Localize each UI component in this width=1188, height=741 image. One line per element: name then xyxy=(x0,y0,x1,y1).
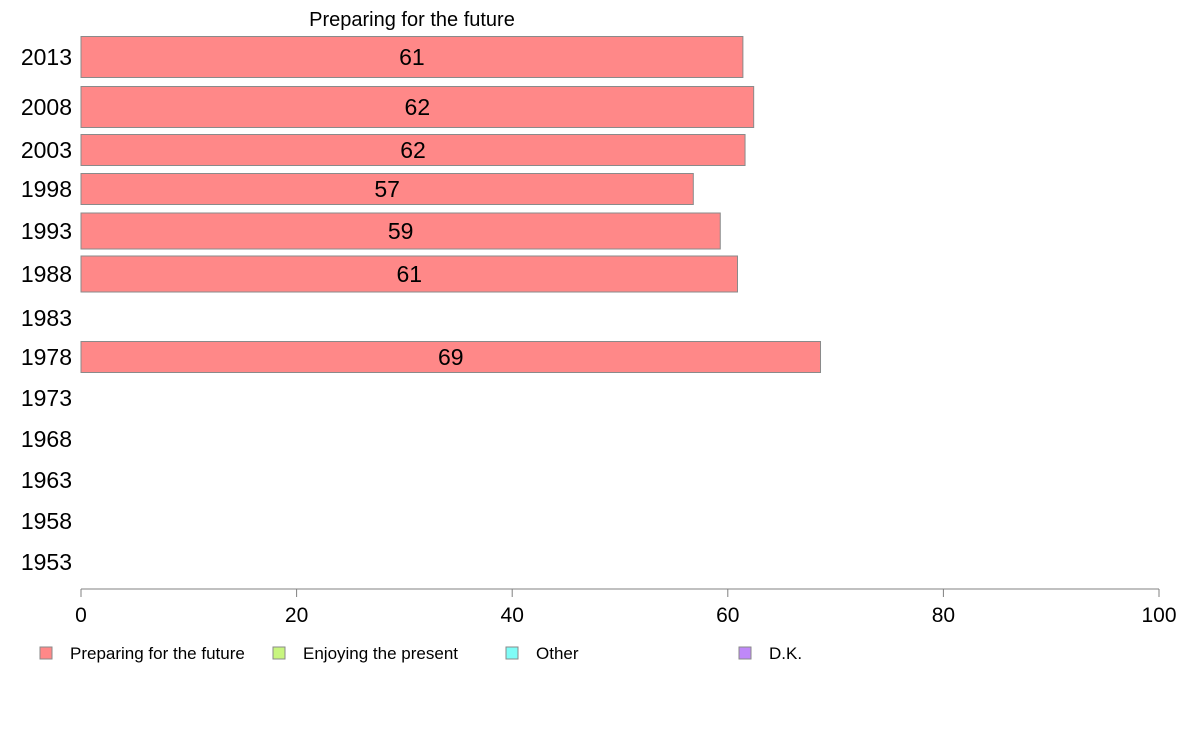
chart-title: Preparing for the future xyxy=(309,9,515,31)
x-tick-label: 100 xyxy=(1141,604,1176,627)
y-category-label: 1988 xyxy=(21,261,72,287)
legend-swatch xyxy=(272,646,286,660)
y-category-label: 2008 xyxy=(21,94,72,120)
bar-value-label: 57 xyxy=(374,176,400,202)
x-tick-label: 80 xyxy=(932,604,955,627)
y-category-label: 2013 xyxy=(21,44,72,70)
legend-label: Enjoying the present xyxy=(303,644,458,663)
y-category-label: 1998 xyxy=(21,176,72,202)
x-tick-label: 20 xyxy=(285,604,308,627)
bar xyxy=(80,173,694,205)
y-category-label: 1978 xyxy=(21,344,72,370)
x-tick-label: 40 xyxy=(501,604,524,627)
legend-label: D.K. xyxy=(769,644,802,663)
y-category-label: 1983 xyxy=(21,305,72,331)
bar-value-label: 62 xyxy=(400,137,426,163)
y-axis-categories: 2013 2008 2003 1998 1993 1988 1983 1978 1973 1968… xyxy=(21,44,72,575)
y-category-label: 1968 xyxy=(21,426,72,452)
y-category-label: 2003 xyxy=(21,137,72,163)
legend-label: Other xyxy=(536,644,579,663)
x-tick-label: 60 xyxy=(716,604,739,627)
y-category-label: 1993 xyxy=(21,218,72,244)
bar-value-label: 59 xyxy=(388,218,414,244)
legend: Preparing for the future Enjoying the pre… xyxy=(39,644,802,663)
y-category-label: 1958 xyxy=(21,508,72,534)
x-tick-label: 0 xyxy=(75,604,87,627)
x-axis: 0 20 40 60 80 100 xyxy=(75,588,1177,627)
bar-value-label: 61 xyxy=(396,261,422,287)
bar-value-label: 69 xyxy=(438,344,464,370)
legend-swatch xyxy=(39,646,53,660)
bar xyxy=(80,86,755,128)
legend-label: Preparing for the future xyxy=(70,644,245,663)
bar xyxy=(80,134,746,166)
bar xyxy=(80,212,721,250)
bar xyxy=(80,36,744,78)
y-category-label: 1963 xyxy=(21,467,72,493)
bar xyxy=(80,255,739,293)
bar-value-label: 62 xyxy=(405,94,431,120)
y-category-label: 1953 xyxy=(21,549,72,575)
y-category-label: 1973 xyxy=(21,385,72,411)
legend-swatch xyxy=(738,646,752,660)
bar xyxy=(80,341,822,373)
legend-swatch xyxy=(505,646,519,660)
bar-value-label: 61 xyxy=(399,44,425,70)
